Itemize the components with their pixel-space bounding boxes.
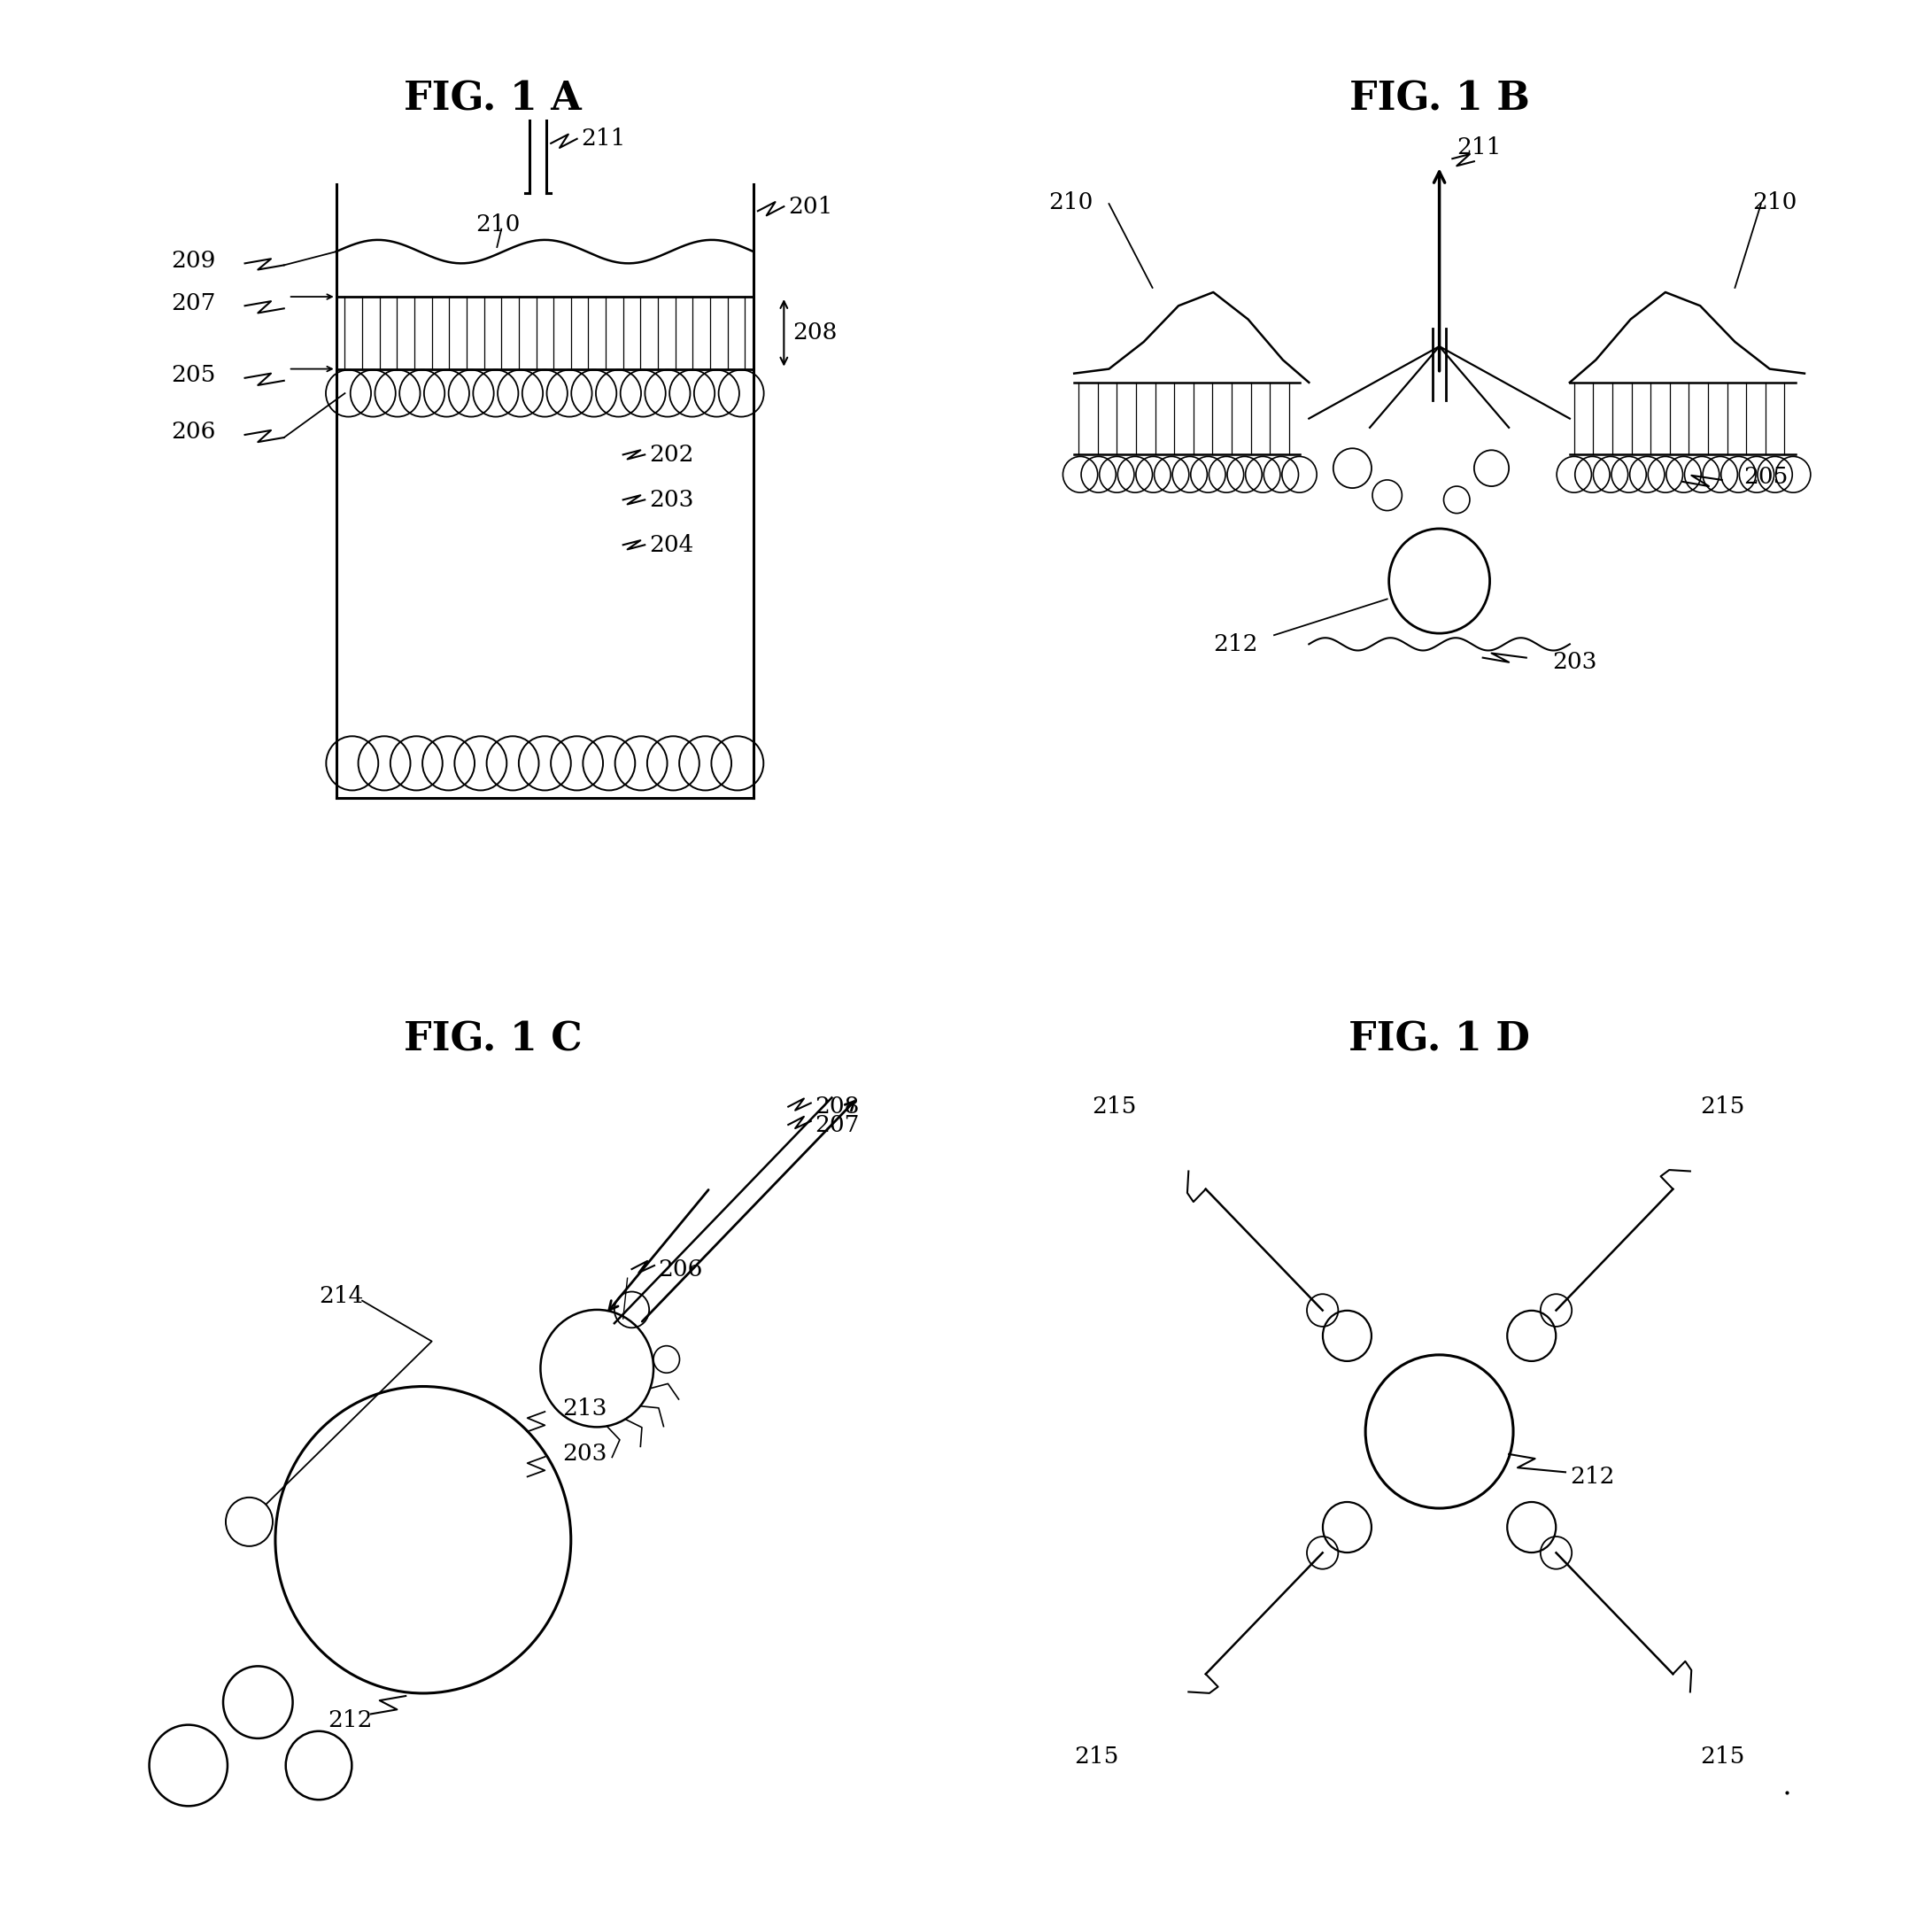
Text: 206: 206 (657, 1258, 703, 1281)
Text: FIG. 1 C: FIG. 1 C (404, 1021, 582, 1060)
Text: 206: 206 (172, 420, 216, 444)
Text: 211: 211 (1457, 136, 1501, 159)
Text: FIG. 1 D: FIG. 1 D (1349, 1021, 1530, 1060)
Text: 208: 208 (792, 323, 837, 344)
Text: FIG. 1 B: FIG. 1 B (1349, 81, 1530, 119)
Text: 215: 215 (1700, 1096, 1745, 1117)
Text: 203: 203 (1553, 651, 1598, 674)
Text: 215: 215 (1700, 1745, 1745, 1768)
Text: 202: 202 (649, 444, 694, 467)
Text: 213: 213 (562, 1398, 607, 1421)
Text: 207: 207 (815, 1114, 860, 1137)
Text: 203: 203 (649, 490, 694, 511)
Text: 205: 205 (1745, 467, 1789, 488)
Text: 208: 208 (815, 1096, 860, 1117)
Text: 212: 212 (328, 1709, 373, 1732)
Text: 204: 204 (649, 534, 694, 557)
Text: 211: 211 (582, 129, 626, 150)
Text: 209: 209 (172, 250, 216, 273)
Text: 203: 203 (562, 1444, 607, 1465)
Text: 212: 212 (1569, 1465, 1615, 1488)
Text: 215: 215 (1092, 1096, 1136, 1117)
Text: FIG. 1 A: FIG. 1 A (404, 81, 582, 119)
Text: 210: 210 (1049, 190, 1094, 213)
Text: 215: 215 (1074, 1745, 1119, 1768)
Text: 212: 212 (1213, 634, 1258, 655)
Text: 210: 210 (1752, 190, 1797, 213)
Text: 201: 201 (788, 196, 833, 217)
Text: 207: 207 (172, 292, 216, 315)
Text: 205: 205 (172, 365, 216, 386)
Text: 210: 210 (475, 213, 520, 236)
Text: 214: 214 (319, 1284, 363, 1308)
